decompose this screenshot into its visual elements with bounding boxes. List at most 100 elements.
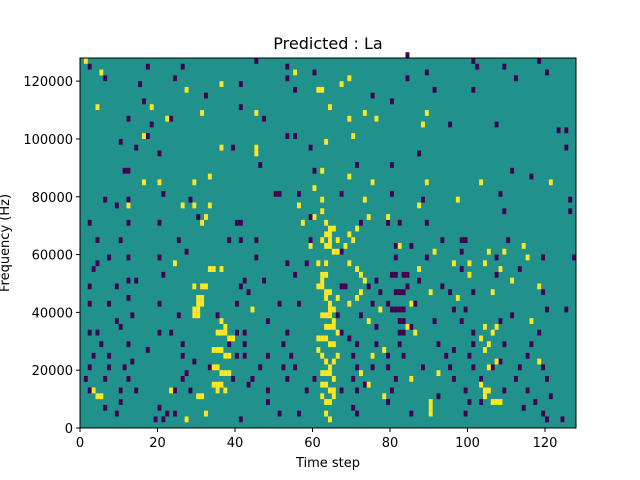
heatmap-cell-high	[169, 387, 174, 394]
heatmap-cell-low	[126, 219, 131, 226]
heatmap-cell-high	[510, 277, 515, 284]
heatmap-cell-low	[266, 387, 270, 394]
heatmap-cell-high	[405, 323, 410, 330]
heatmap-cell-high	[320, 370, 325, 377]
heatmap-cell-low	[355, 410, 360, 417]
heatmap-cell-high	[157, 179, 162, 186]
heatmap-cell-low	[452, 375, 456, 382]
heatmap-cell-high	[328, 237, 332, 244]
heatmap-cell-low	[541, 289, 546, 296]
heatmap-cell-high	[227, 352, 232, 359]
heatmap-cell-low	[502, 63, 507, 70]
heatmap-cell-high	[328, 300, 332, 307]
heatmap-cell-low	[126, 295, 131, 301]
heatmap-cell-high	[331, 375, 336, 382]
heatmap-cell-low	[347, 335, 352, 342]
heatmap-cell-low	[145, 133, 150, 139]
heatmap-cell-low	[87, 364, 92, 371]
heatmap-cell-low	[285, 75, 290, 82]
heatmap-cell-high	[355, 225, 360, 232]
heatmap-cell-high	[192, 202, 197, 209]
heatmap-cell-low	[525, 352, 530, 359]
heatmap-cell-low	[266, 318, 270, 324]
heatmap-cell-high	[320, 86, 325, 93]
heatmap-cell-high	[95, 393, 100, 400]
heatmap-cell-low	[343, 283, 348, 290]
heatmap-cell-low	[370, 92, 375, 99]
heatmap-cell-high	[324, 370, 329, 377]
heatmap-cell-high	[328, 399, 332, 405]
heatmap-cell-low	[393, 306, 398, 313]
heatmap-cell-high	[207, 173, 212, 180]
heatmap-cell-high	[200, 110, 205, 116]
heatmap-cell-high	[498, 266, 503, 272]
heatmap-cell-high	[316, 260, 321, 267]
heatmap-cell-low	[517, 266, 522, 272]
heatmap-cell-low	[436, 393, 441, 400]
heatmap-cell-low	[242, 341, 247, 348]
heatmap-cell-high	[196, 312, 201, 319]
heatmap-cell-high	[386, 214, 391, 220]
heatmap-cell-low	[250, 375, 255, 382]
heatmap-cell-low	[467, 399, 472, 405]
heatmap-cell-high	[331, 393, 336, 400]
heatmap-cell-low	[339, 387, 344, 394]
heatmap-cell-low	[242, 329, 247, 336]
heatmap-cell-high	[331, 323, 336, 330]
heatmap-cell-high	[196, 306, 201, 313]
heatmap-cell-low	[351, 352, 356, 359]
heatmap-cell-high	[215, 347, 220, 353]
heatmap-cell-low	[401, 352, 406, 359]
heatmap-cell-high	[359, 289, 363, 296]
heatmap-cell-low	[242, 352, 247, 359]
heatmap-cell-high	[537, 283, 542, 290]
heatmap-cell-low	[471, 364, 476, 371]
x-tick-label: 100	[455, 436, 480, 451]
heatmap-cell-low	[351, 404, 356, 411]
heatmap-cell-high	[180, 202, 185, 209]
heatmap-cell-low	[397, 219, 402, 226]
heatmap-cell-high	[359, 271, 363, 278]
heatmap-cell-low	[188, 196, 193, 203]
heatmap-cell-high	[219, 144, 224, 151]
heatmap-cell-high	[316, 283, 321, 290]
heatmap-cell-high	[452, 260, 456, 267]
heatmap-cell-low	[405, 75, 410, 82]
heatmap-cell-high	[370, 179, 375, 186]
heatmap-cell-low	[471, 58, 476, 64]
heatmap-cell-low	[409, 243, 414, 249]
heatmap-cell-low	[568, 196, 573, 203]
heatmap-cell-low	[413, 300, 418, 307]
heatmap-cell-low	[463, 306, 468, 313]
heatmap-cell-low	[192, 358, 197, 365]
heatmap-cell-high	[192, 283, 197, 290]
heatmap-cell-low	[157, 300, 162, 307]
heatmap-cell-high	[173, 260, 177, 267]
heatmap-cell-high	[328, 243, 332, 249]
heatmap-cell-high	[312, 214, 317, 220]
heatmap-cell-low	[254, 237, 259, 244]
heatmap-cell-low	[95, 260, 100, 267]
heatmap-cell-low	[169, 329, 174, 336]
heatmap-cell-high	[200, 300, 205, 307]
heatmap-cell-high	[320, 167, 325, 174]
x-tick-label: 120	[533, 436, 558, 451]
heatmap-cell-high	[347, 75, 352, 82]
heatmap-cell-high	[142, 179, 146, 186]
heatmap-cell-low	[184, 248, 189, 255]
heatmap-cell-low	[285, 133, 290, 139]
heatmap-cell-high	[184, 416, 189, 423]
heatmap-cell-low	[161, 190, 166, 197]
heatmap-cell-high	[211, 364, 216, 371]
heatmap-cell-high	[331, 358, 336, 365]
heatmap-cell-low	[157, 219, 162, 226]
heatmap-cell-low	[231, 375, 236, 382]
heatmap-cell-high	[382, 347, 387, 353]
heatmap-cell-low	[452, 347, 456, 353]
heatmap-cell-low	[204, 92, 208, 99]
heatmap-cell-high	[467, 260, 472, 267]
heatmap-cell-low	[417, 150, 422, 157]
heatmap-cell-high	[331, 341, 336, 348]
heatmap-cell-high	[328, 289, 332, 296]
heatmap-cell-high	[204, 214, 208, 220]
